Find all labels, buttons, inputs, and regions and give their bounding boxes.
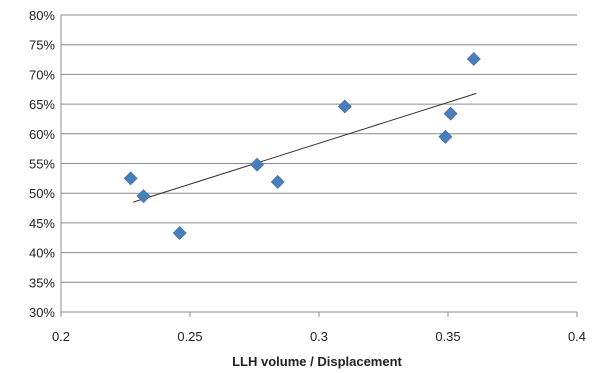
y-tick-label: 80% [29, 8, 55, 23]
trendline [133, 92, 477, 203]
data-point [123, 171, 138, 186]
trendline-layer [133, 92, 477, 203]
x-tick-label: 0.3 [310, 329, 328, 344]
data-point [250, 157, 265, 172]
x-axis-tick-labels: 0.2 0.25 0.3 0.35 0.4 [52, 312, 586, 344]
data-points [123, 52, 481, 240]
y-tick-label: 30% [29, 305, 55, 320]
x-axis-title: LLH volume / Displacement [232, 354, 402, 369]
data-point [466, 52, 481, 66]
y-tick-label: 70% [29, 67, 55, 82]
y-tick-label: 65% [29, 97, 55, 112]
y-tick-label: 35% [29, 275, 55, 290]
y-tick-label: 75% [29, 38, 55, 53]
data-point [172, 226, 187, 240]
x-tick-label: 0.25 [177, 329, 202, 344]
y-tick-label: 45% [29, 216, 55, 231]
data-point [438, 129, 453, 144]
x-tick-label: 0.35 [435, 329, 460, 344]
y-tick-label: 55% [29, 157, 55, 172]
grid-lines [61, 14, 577, 283]
x-tick-label: 0.4 [568, 329, 586, 344]
data-point [337, 99, 352, 114]
data-point [136, 189, 151, 204]
y-tick-label: 60% [29, 127, 55, 142]
data-point [443, 106, 458, 121]
y-axis-tick-labels: 30% 35% 40% 45% 50% 55% 60% 65% 70% 75% 80% [29, 8, 55, 320]
data-point [270, 174, 285, 189]
y-tick-label: 40% [29, 246, 55, 261]
x-tick-label: 0.2 [52, 329, 70, 344]
y-tick-label: 50% [29, 186, 55, 201]
